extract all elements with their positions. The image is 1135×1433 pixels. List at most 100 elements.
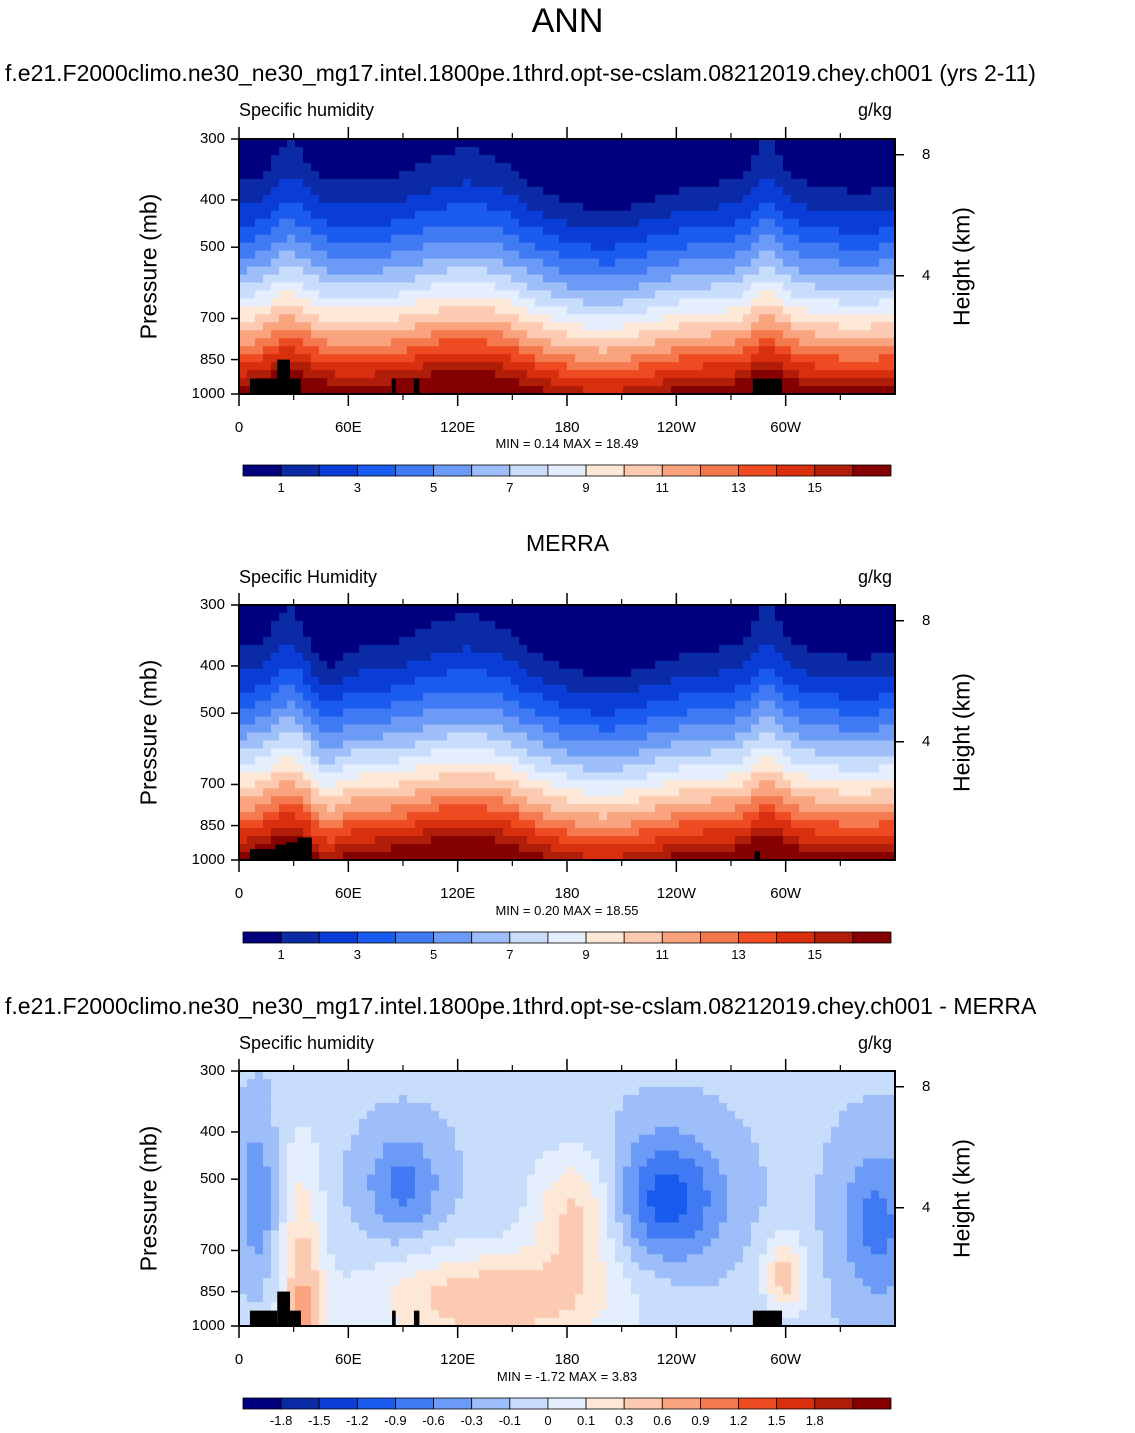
colorbar-2-label: 13 [731, 947, 746, 962]
panel-1-topography-3 [392, 378, 396, 394]
panel-1-title: f.e21.F2000climo.ne30_ne30_mg17.intel.18… [5, 60, 1036, 86]
colorbar-1-swatch [280, 464, 320, 477]
panel-1-ytick-label: 850 [199, 350, 225, 368]
colorbar-2-swatch [242, 931, 282, 944]
colorbar-3-label: -1.2 [346, 1413, 369, 1428]
colorbar-2-swatch [623, 931, 663, 944]
colorbar-3-swatch [700, 1397, 739, 1410]
panel-2-ytick-label: 300 [199, 596, 225, 613]
panel-2-height-label: 8 [922, 611, 931, 629]
panel-3-height-label: 4 [922, 1198, 931, 1216]
panel-2-xtick-label: 60W [770, 885, 802, 902]
colorbar-2-label: 5 [429, 947, 438, 962]
panel-2-xtick-label: 120W [656, 885, 696, 902]
panel-3-y2label: Height (km) [948, 1138, 975, 1258]
colorbar-3-swatch [242, 1397, 282, 1410]
panel-3-variable: Specific humidity [239, 1033, 375, 1053]
colorbar-1-label: 3 [353, 480, 361, 495]
panel-1-topography-2 [290, 378, 301, 394]
colorbar-3-label: -1.5 [308, 1413, 331, 1428]
panel-2-ytick-label: 850 [199, 816, 225, 834]
colorbar-3-swatch [356, 1397, 396, 1410]
colorbar-1-swatch [661, 464, 701, 477]
colorbar-2-swatch [700, 931, 739, 944]
panel-2-ytick-label: 700 [199, 775, 225, 793]
panel-2-field [239, 605, 896, 861]
panel-2-xtick-label: 60E [334, 885, 362, 902]
panel-1-ylabel: Pressure (mb) [135, 193, 162, 339]
panel-1-xtick-label: 180 [554, 419, 580, 436]
colorbar-2-label: 15 [807, 947, 822, 962]
panel-3-ytick-label: 850 [199, 1282, 225, 1300]
colorbar-2-swatch [814, 931, 854, 944]
colorbar-3-label: 0.3 [615, 1413, 634, 1428]
panel-3-topography-5 [752, 1310, 783, 1326]
panel-3-units: g/kg [858, 1033, 893, 1053]
panel-3-xtick-label: 120E [440, 1351, 476, 1368]
panel-1-xtick-label: 120E [440, 419, 476, 436]
colorbar-3-label: 0 [544, 1413, 552, 1428]
colorbar-3-label: 0.9 [691, 1413, 710, 1428]
panel-2-title: MERRA [525, 530, 610, 556]
colorbar-1-swatch [585, 464, 625, 477]
colorbar-3-swatch [738, 1397, 778, 1410]
colorbar-2-swatch [738, 931, 778, 944]
colorbar-1-swatch [776, 464, 816, 477]
colorbar-2-swatch [661, 931, 701, 944]
panel-3-ytick-label: 400 [199, 1122, 225, 1140]
panel-1-ytick-label: 1000 [191, 385, 225, 402]
panel-1-variable: Specific humidity [239, 100, 375, 120]
panel-2-variable: Specific Humidity [239, 567, 378, 587]
panel-3-topography-4 [413, 1310, 420, 1326]
panel-3-xtick-label: 120W [656, 1351, 696, 1368]
colorbar-3-label: 0.1 [577, 1413, 596, 1428]
colorbar-3-swatch [661, 1397, 701, 1410]
panel-3-xtick-label: 60E [334, 1351, 362, 1368]
page-title: ANN [531, 2, 604, 40]
colorbar-1-swatch [471, 464, 511, 477]
colorbar-3-swatch [395, 1397, 434, 1410]
panel-2-xtick-label: 0 [234, 885, 244, 902]
colorbar-1-label: 1 [277, 480, 285, 495]
colorbar-1-swatch [356, 464, 396, 477]
colorbar-1-swatch [623, 464, 663, 477]
panel-3-topography-1 [277, 1291, 291, 1326]
colorbar-3-label: 0.6 [653, 1413, 672, 1428]
colorbar-1-swatch [433, 464, 473, 477]
colorbar-3-label: -0.9 [384, 1413, 407, 1428]
colorbar-2-label: 7 [506, 947, 514, 962]
panel-2-y2label: Height (km) [948, 672, 975, 792]
colorbar-3-swatch [509, 1397, 549, 1410]
panel-2-topography-1 [275, 844, 287, 860]
colorbar-1-swatch [547, 464, 587, 477]
colorbar-3-label: 1.8 [805, 1413, 824, 1428]
colorbar-2-swatch [852, 931, 892, 944]
colorbar-1-label: 15 [807, 480, 822, 495]
colorbar-2-swatch [318, 931, 358, 944]
colorbar-2-swatch [356, 931, 396, 944]
panel-3-field [239, 1071, 896, 1327]
colorbar-2-label: 1 [277, 947, 285, 962]
panel-1-xtick-label: 60W [770, 419, 802, 436]
colorbar-1-label: 9 [582, 480, 590, 495]
panel-1-xtick-label: 0 [234, 419, 244, 436]
panel-1-ytick-label: 300 [199, 130, 225, 147]
colorbar-1-label: 7 [506, 480, 514, 495]
panel-1-xtick-label: 120W [656, 419, 696, 436]
colorbar-3-swatch [318, 1397, 358, 1410]
panel-3-ylabel: Pressure (mb) [135, 1125, 162, 1271]
colorbar-2-label: 9 [582, 947, 590, 962]
panel-1-y2label: Height (km) [948, 206, 975, 326]
colorbar-3-swatch [585, 1397, 625, 1410]
panel-1-ytick-label: 400 [199, 190, 225, 208]
panel-3-xtick-label: 60W [770, 1351, 802, 1368]
panel-1-topography-1 [277, 359, 291, 394]
panel-2-ytick-label: 1000 [191, 851, 225, 868]
panel-1-topography-0 [249, 378, 278, 394]
panel-1-field [239, 139, 896, 395]
panel-2-xtick-label: 180 [554, 885, 580, 902]
panel-2-topography-4 [754, 851, 761, 860]
colorbar-2-swatch [280, 931, 320, 944]
colorbar-2-label: 3 [353, 947, 361, 962]
colorbar-3-swatch [623, 1397, 663, 1410]
